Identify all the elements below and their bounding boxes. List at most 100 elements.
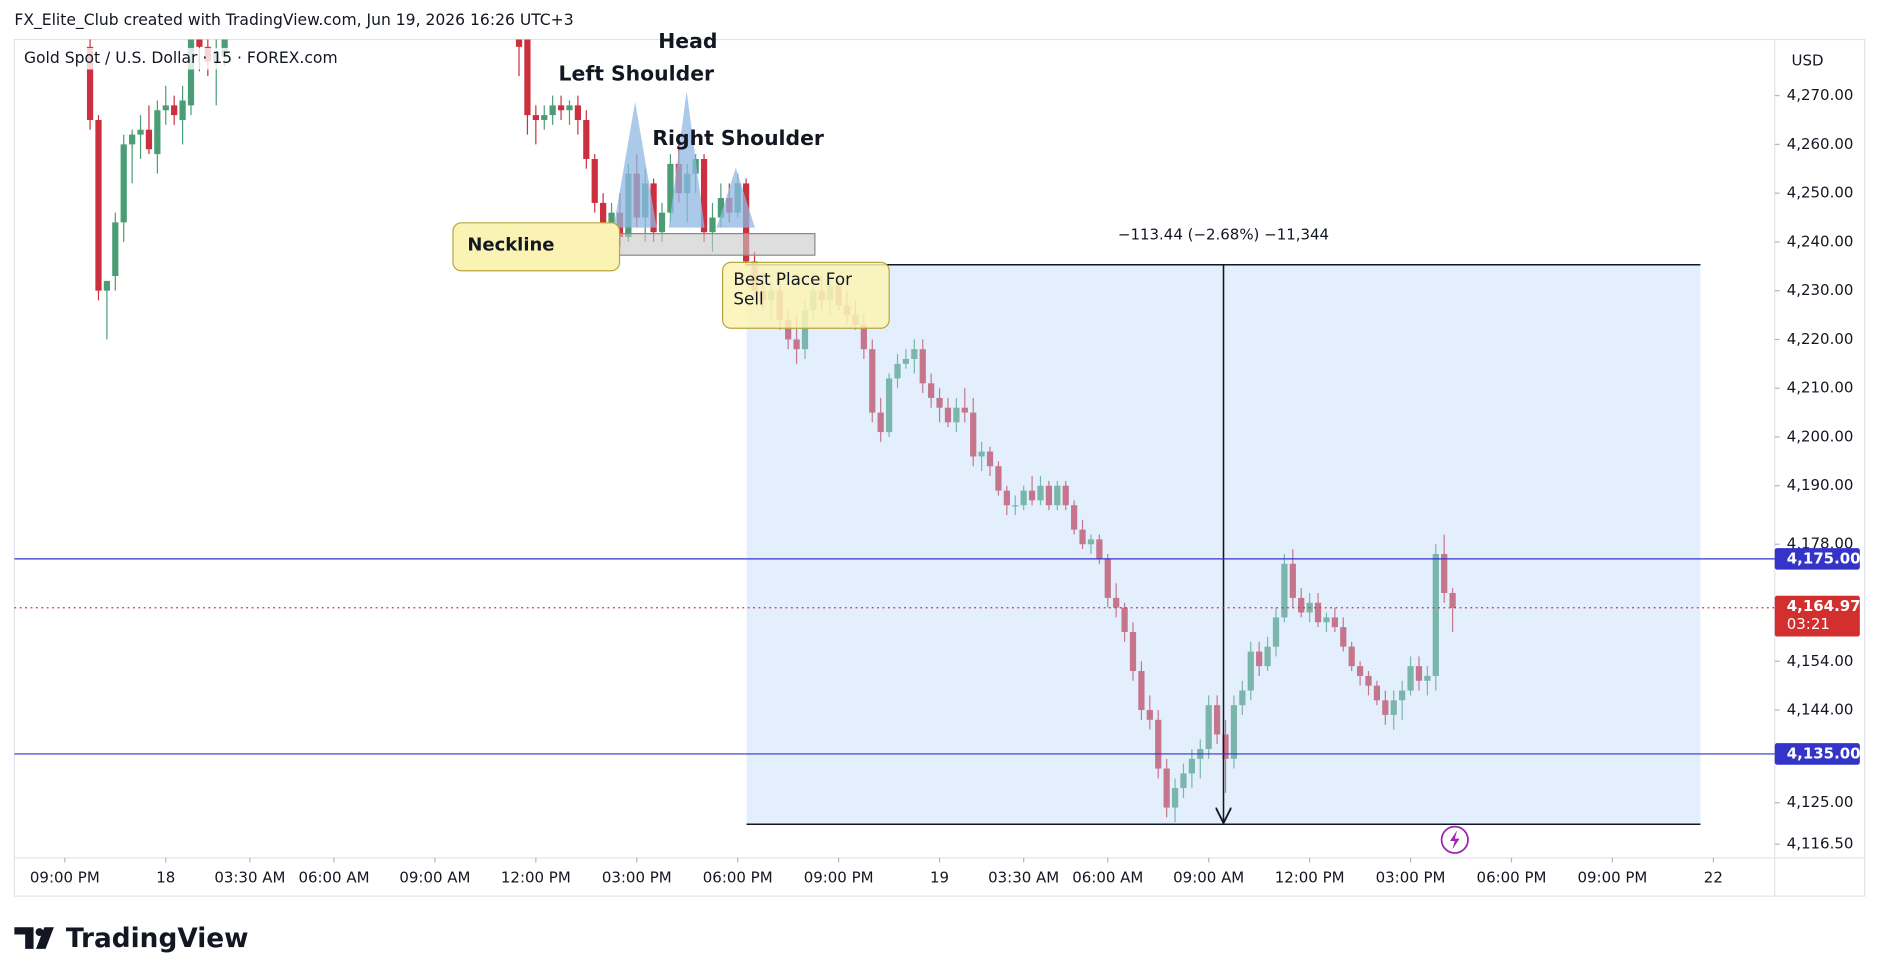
candle-body [187,39,195,106]
x-tick-label: 12:00 PM [1275,869,1345,887]
candle-body [179,100,186,120]
candle-body [1432,553,1439,676]
candle-body [1314,602,1322,623]
candle-body [145,129,153,150]
candle-body [1256,651,1263,667]
x-tick-label: 22 [1704,869,1723,887]
candle-body [1373,685,1381,701]
candle-body [1340,627,1347,647]
candle-body [515,39,523,47]
candle-body [1356,666,1364,676]
candle-body [1331,617,1338,628]
candle-body [541,115,548,120]
sell-label: Best Place For Sell [733,270,853,310]
candle-body [1071,505,1078,530]
y-tick-label: 4,260.00 [1787,135,1854,153]
neckline-label: Neckline [467,235,554,256]
x-tick-label: 06:00 AM [1072,869,1143,887]
candle-body [608,212,615,223]
candle-body [860,324,867,350]
candle-body [1264,646,1271,667]
currency: USD [1792,52,1824,70]
neckline-box [452,222,621,272]
candle-body [129,134,136,145]
y-tick-label: 4,125.00 [1787,793,1854,811]
candle-body [162,105,169,111]
brand: TradingView [66,924,249,954]
candle-body [591,159,598,203]
right-shoulder-shape [716,167,755,228]
candle-body [574,105,582,120]
candle-body [583,119,590,160]
head-shape [668,91,705,228]
last-price-label: 4,164.97 [1787,597,1861,615]
candle-body [566,105,573,111]
y-tick-label: 4,250.00 [1787,184,1854,202]
measure-label: −113.44 (−2.68%) −11,344 [1118,225,1329,243]
candle-body [557,105,565,111]
candle-body [1180,773,1187,789]
logo-dot [35,928,44,937]
candle-body [869,349,876,413]
candle-body [919,349,926,384]
candle-body [1399,690,1406,701]
candle-body [1096,539,1103,559]
candle-body [1441,553,1448,594]
candle-body [885,378,893,433]
candle-body [986,451,994,467]
candle-body [1298,597,1305,613]
candle-body [1163,768,1170,808]
candle-body [86,46,94,120]
candle-body [709,217,716,233]
candle-body [785,319,792,340]
y-tick-label: 4,270.00 [1787,86,1854,104]
y-tick-label: 4,116.50 [1787,835,1854,853]
candle-body [1289,563,1296,598]
sell-label-wrap: Best Place For Sell [733,270,853,310]
brand-logo: TradingView [14,924,249,954]
x-tick-label: 19 [930,869,949,887]
candle-body [1028,490,1036,501]
symbol: Gold Spot / U.S. Dollar · 15 · FOREX.com [24,49,338,67]
y-tick-label: 4,240.00 [1787,232,1854,250]
candle-body [1188,758,1195,774]
x-tick-label: 03:00 PM [602,869,672,887]
level-tag [1774,548,1860,570]
x-tick-label: 06:00 AM [298,869,369,887]
candle-body [944,407,952,423]
y-tick-label: 4,144.00 [1787,701,1854,719]
level-label: 4,175.00 [1787,549,1861,567]
candle-body [532,115,539,120]
candle-body [1272,617,1280,647]
sell-box [722,261,890,329]
y-tick-label: 4,230.00 [1787,281,1854,299]
candle-body [1407,666,1414,691]
x-tick-label: 12:00 PM [501,869,571,887]
left-shoulder-shape [613,101,657,228]
y-tick-label: 4,220.00 [1787,330,1854,348]
candle-body [961,407,968,413]
candle-body [877,412,884,433]
candle-body [658,212,666,233]
x-tick-label: 03:30 AM [988,869,1059,887]
neckline-zone [594,233,816,256]
y-tick-label: 4,190.00 [1787,476,1854,494]
candle-body [1323,617,1330,623]
candle-body [1424,675,1431,681]
candle-body [600,202,607,223]
candle-body [1121,607,1128,633]
candle-body [928,383,935,398]
x-tick-label: 09:00 PM [30,869,100,887]
candle-body [120,144,127,223]
candle-body [894,363,901,379]
candle-body [911,349,918,359]
candle-body [717,198,724,218]
candle-body [1129,632,1137,672]
logo-mark [14,927,54,949]
candle-body [970,412,977,457]
candle-body [1239,690,1246,706]
head-label: Head [658,29,717,53]
candle-body [1062,485,1069,506]
